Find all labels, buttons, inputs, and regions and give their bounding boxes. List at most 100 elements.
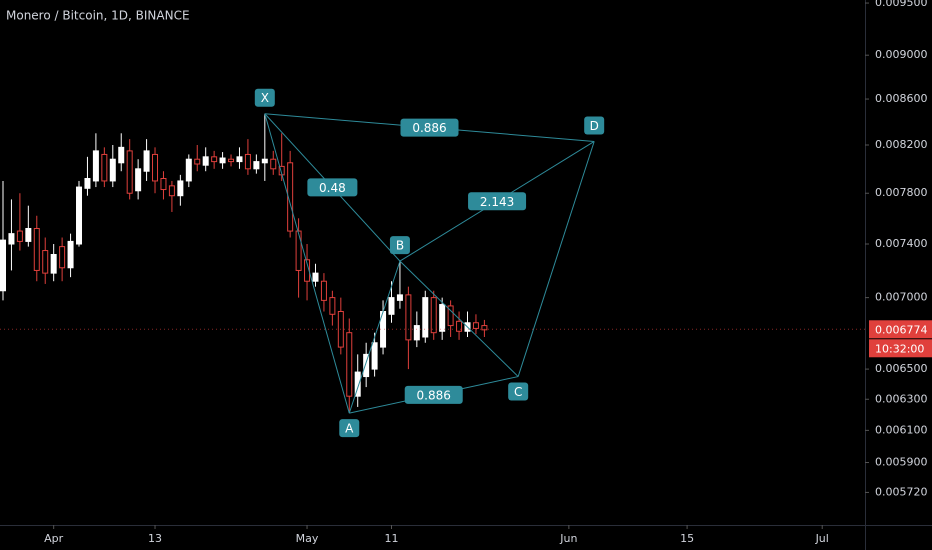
candle-body (135, 168, 142, 192)
y-tick-label: 0.008600 (875, 92, 928, 105)
candle-body (152, 153, 159, 182)
candle-body (312, 272, 319, 282)
candle-body (472, 322, 479, 329)
point-box (584, 116, 605, 135)
plot: 0.48 2.143 0.886 0.886 X A B C D (0, 88, 865, 438)
pattern-leg (517, 141, 595, 377)
candle-body (481, 325, 488, 331)
candle-body (295, 230, 302, 271)
candle-body (439, 304, 446, 332)
y-tick-label: 0.006300 (875, 392, 928, 405)
candle-body (143, 150, 150, 172)
candle-body (42, 250, 49, 274)
countdown-box (869, 339, 932, 358)
candle-body (211, 156, 218, 163)
point-label: C (514, 385, 522, 399)
x-tick-label: May (296, 532, 319, 545)
ratio-label: 0.48 (319, 181, 346, 195)
candle-body (270, 158, 277, 170)
point-box (254, 88, 275, 107)
x-tick-label: 11 (384, 532, 398, 545)
candle-body (363, 353, 370, 378)
candle-body (447, 305, 454, 327)
candle-body (76, 186, 83, 245)
ratio-label: 2.143 (480, 195, 514, 209)
candle-body (388, 297, 395, 315)
candle-body (101, 153, 108, 182)
candle-body (168, 185, 175, 197)
point-label: A (345, 422, 354, 436)
candle-body (16, 230, 23, 242)
ratio-box (400, 118, 459, 137)
candle-body (236, 156, 243, 163)
candle-body (177, 180, 184, 197)
candle-body (430, 297, 437, 334)
candle-body (422, 297, 429, 338)
candle-body (253, 161, 260, 170)
x-tick-label: Apr (44, 532, 64, 545)
y-tick-label: 0.007000 (875, 291, 928, 304)
candle-body (160, 178, 167, 191)
candle-body (287, 162, 294, 232)
candle-body (84, 178, 91, 189)
candle-body (109, 158, 116, 182)
candle-body (59, 246, 66, 269)
point-box (339, 419, 360, 438)
point-box (508, 382, 529, 401)
candle-body (320, 280, 327, 301)
x-tick-label: 13 (148, 532, 162, 545)
candle-body (194, 158, 201, 165)
last-price-box (869, 320, 932, 339)
candle-body (33, 227, 40, 271)
chart-title: Monero / Bitcoin, 1D, BINANCE (6, 9, 190, 23)
x-tick-label: Jun (559, 532, 577, 545)
candle-body (202, 156, 209, 166)
candle-body (118, 146, 125, 164)
point-label: X (261, 91, 269, 105)
ratio-label: 0.886 (417, 388, 451, 402)
y-tick-label: 0.006100 (875, 423, 928, 436)
candle-body (228, 158, 235, 163)
point-label: B (396, 239, 404, 253)
x-tick-label: 15 (680, 532, 694, 545)
candle-body (405, 294, 412, 341)
candle-body (329, 297, 336, 315)
pattern-leg (399, 260, 519, 377)
point-box (389, 236, 410, 255)
candle-body (413, 325, 420, 341)
y-tick-label: 0.006500 (875, 362, 928, 375)
y-tick-label: 0.009000 (875, 48, 928, 61)
candle-body (371, 342, 378, 370)
candle-body (0, 239, 6, 292)
y-tick-label: 0.005900 (875, 456, 928, 469)
last-price-label: 0.006774 (875, 323, 928, 336)
candle-body (244, 153, 251, 170)
candle-body (50, 253, 57, 274)
y-tick-label: 0.009500 (875, 0, 928, 9)
y-tick-label: 0.005720 (875, 485, 928, 498)
candle-body (354, 371, 361, 397)
candle-body (185, 158, 192, 182)
candle-body (261, 158, 268, 164)
candle-body (25, 227, 32, 242)
candle-body (456, 320, 463, 332)
y-tick-label: 0.008200 (875, 138, 928, 151)
candle-body (126, 150, 133, 194)
candle-body (8, 233, 15, 245)
y-tick-label: 0.007800 (875, 186, 928, 199)
candle-body (92, 150, 99, 182)
y-tick-label: 0.007400 (875, 237, 928, 250)
ratio-label: 0.886 (412, 121, 446, 135)
countdown-label: 10:32:00 (875, 342, 924, 355)
pattern-leg (264, 113, 350, 414)
point-label: D (590, 119, 599, 133)
candle-body (346, 332, 353, 397)
candle-body (396, 294, 403, 301)
candle-body (67, 240, 74, 269)
x-tick-label: Jul (815, 532, 829, 545)
ratio-box (404, 385, 463, 404)
candle-body (219, 157, 226, 164)
ratio-box (307, 178, 358, 197)
